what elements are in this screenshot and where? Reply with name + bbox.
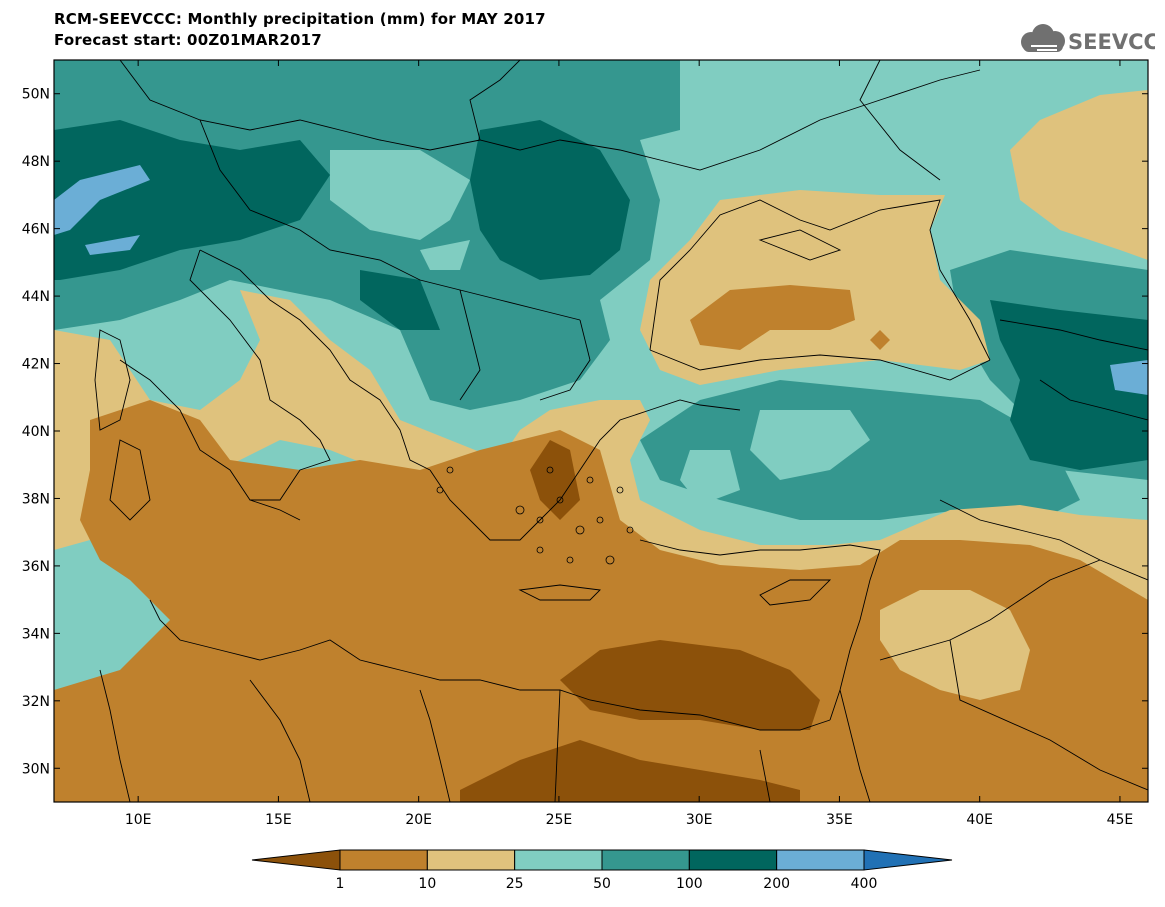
forecast-start-label: Forecast start: 00Z01MAR2017 [54,31,322,49]
lon-tick-label: 20E [405,812,432,828]
lon-tick-label: 15E [265,812,292,828]
precipitation-field [54,60,1148,802]
colorbar-bin [601,849,690,871]
colorbar-label: 25 [506,876,524,892]
lat-tick-label: 38N [22,491,50,507]
seevccc-logo: SEEVCCC [1021,24,1155,54]
colorbar-bin [514,849,603,871]
colorbar-label: 100 [676,876,703,892]
lon-tick-label: 40E [966,812,993,828]
colorbar-bin [339,849,428,871]
coastlines [94,60,1148,802]
lon-tick-label: 45E [1107,812,1134,828]
lat-tick-label: 30N [22,761,50,777]
lat-tick-label: 46N [22,222,50,238]
colorbar-bin [688,849,778,871]
cloud-icon [1021,24,1065,52]
colorbar-label: 10 [418,876,436,892]
colorbar-bin [426,849,516,871]
logo-text: SEEVCCC [1068,30,1155,54]
lon-tick-label: 35E [826,812,853,828]
colorbar-label: 400 [851,876,878,892]
lat-tick-label: 44N [22,289,50,305]
lat-tick-label: 32N [22,694,50,710]
map-title: RCM-SEEVCCC: Monthly precipitation (mm) … [54,10,546,28]
lon-tick-label: 30E [686,812,713,828]
lon-tick-label: 10E [125,812,152,828]
colorbar-label: 200 [763,876,790,892]
colorbar-bin [776,849,865,871]
lat-tick-label: 48N [22,154,50,170]
lon-tick-label: 25E [546,812,573,828]
colorbar-under-triangle [251,849,341,871]
lat-tick-label: 36N [22,559,50,575]
colorbar: 1 10 25 50 100 200 400 [251,849,953,892]
colorbar-label: 1 [336,876,345,892]
lat-tick-label: 50N [22,87,50,103]
axis-ticks: 30N 32N 34N 36N 38N 40N 42N 44N 46N 48N 50N 10E 15E 2… [22,60,1148,828]
aegean-islands [436,466,634,565]
colorbar-label: 50 [593,876,611,892]
lat-tick-label: 42N [22,357,50,373]
lat-tick-label: 34N [22,626,50,642]
lat-tick-label: 40N [22,424,50,440]
colorbar-over-triangle [863,849,953,871]
